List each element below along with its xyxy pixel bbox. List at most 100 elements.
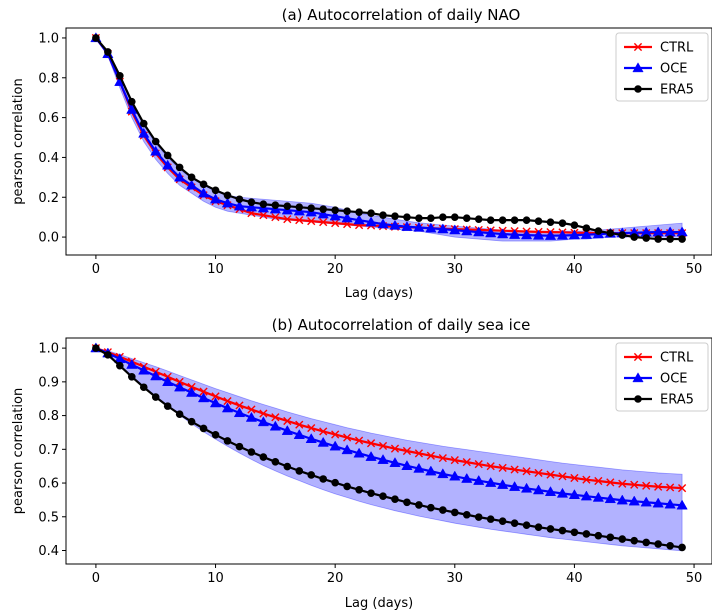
data-point-era5 (439, 506, 447, 514)
data-point-era5 (391, 212, 399, 220)
data-point-oce (377, 218, 389, 229)
data-point-era5 (546, 525, 555, 533)
series-line-era5 (95, 37, 683, 241)
data-point-oce (150, 370, 162, 381)
data-point-oce (676, 499, 688, 510)
data-point-ctrl (283, 416, 292, 426)
data-point-oce (532, 484, 545, 495)
data-point-era5 (630, 233, 639, 241)
x-tick-label: 10 (207, 571, 224, 586)
data-point-oce (497, 479, 509, 489)
y-tick-label: 1.0 (38, 31, 59, 46)
data-point-oce (233, 407, 246, 418)
series-line-oce (95, 37, 683, 237)
data-point-era5 (474, 513, 483, 521)
data-point-oce (425, 465, 437, 476)
data-point-era5 (175, 410, 184, 419)
data-point-era5 (355, 485, 363, 494)
data-point-ctrl (283, 215, 292, 224)
data-point-oce (401, 460, 413, 470)
data-point-era5 (427, 214, 435, 222)
data-point-era5 (666, 235, 674, 243)
legend-label: CTRL (660, 351, 694, 366)
data-point-ctrl (582, 475, 591, 484)
data-point-oce (413, 462, 425, 473)
data-point-ctrl (414, 449, 424, 458)
x-axis-label: Lag (days) (345, 596, 413, 611)
data-point-era5 (415, 501, 423, 509)
data-point-era5 (498, 517, 507, 525)
data-point-oce (640, 496, 652, 507)
data-point-oce (508, 228, 521, 239)
data-point-oce (209, 193, 222, 204)
data-point-ctrl (438, 453, 447, 463)
data-point-era5 (630, 536, 639, 545)
data-point-oce (126, 358, 138, 369)
data-point-era5 (283, 202, 292, 211)
data-point-ctrl (223, 396, 232, 406)
x-tick-label: 10 (207, 262, 224, 277)
data-point-oce (449, 224, 461, 235)
data-point-era5 (104, 48, 112, 56)
data-point-oce (425, 222, 437, 233)
data-point-era5 (522, 521, 531, 530)
data-point-ctrl (331, 219, 340, 228)
data-point-ctrl (271, 213, 280, 222)
data-point-oce (209, 397, 222, 408)
data-point-ctrl (450, 456, 459, 465)
data-point-oce (317, 208, 329, 219)
data-point-era5 (666, 541, 674, 550)
data-point-era5 (474, 215, 483, 223)
data-point-oce (293, 429, 305, 439)
data-point-ctrl (331, 430, 340, 439)
data-point-ctrl (618, 479, 627, 488)
data-point-oce (162, 376, 174, 387)
data-point-oce (389, 457, 401, 467)
data-point-ctrl (235, 401, 244, 410)
data-point-ctrl (570, 473, 579, 483)
data-point-era5 (606, 229, 615, 237)
legend-box (615, 32, 709, 102)
data-point-ctrl (295, 420, 304, 429)
data-point-era5 (295, 467, 304, 475)
data-point-ctrl (426, 451, 435, 460)
data-point-ctrl (677, 484, 687, 493)
x-tick-label: 40 (566, 571, 583, 586)
data-point-oce (257, 416, 270, 427)
data-point-era5 (211, 431, 220, 439)
data-point-era5 (92, 34, 100, 42)
legend-label: ERA5 (660, 393, 694, 408)
legend-marker-era5 (634, 85, 642, 93)
data-point-oce (197, 392, 210, 403)
data-point-oce (329, 210, 341, 221)
data-point-oce (592, 491, 604, 502)
data-point-ctrl (247, 405, 256, 414)
legend-marker-ctrl (633, 352, 643, 362)
data-point-era5 (199, 180, 208, 189)
data-point-era5 (367, 489, 375, 497)
y-tick-label: 0.0 (38, 231, 59, 246)
data-point-era5 (127, 372, 136, 381)
data-point-oce (245, 201, 258, 212)
data-point-oce (652, 497, 664, 508)
data-point-era5 (678, 543, 686, 552)
data-point-era5 (116, 361, 124, 370)
data-point-ctrl (558, 472, 567, 481)
data-point-ctrl (187, 382, 196, 392)
data-point-oce (401, 221, 413, 231)
data-point-oce (353, 214, 365, 225)
legend-label: OCE (660, 372, 688, 387)
data-point-oce (305, 433, 317, 444)
data-point-oce (485, 227, 497, 238)
y-tick-label: 1.0 (38, 342, 59, 357)
plot-frame (65, 337, 712, 565)
data-point-oce (197, 187, 210, 198)
data-point-ctrl (343, 433, 352, 442)
data-point-oce (221, 197, 234, 208)
data-point-era5 (223, 191, 232, 200)
data-point-oce (520, 229, 533, 240)
data-point-ctrl (546, 470, 555, 479)
data-point-era5 (211, 186, 220, 195)
spread-band (95, 347, 683, 552)
